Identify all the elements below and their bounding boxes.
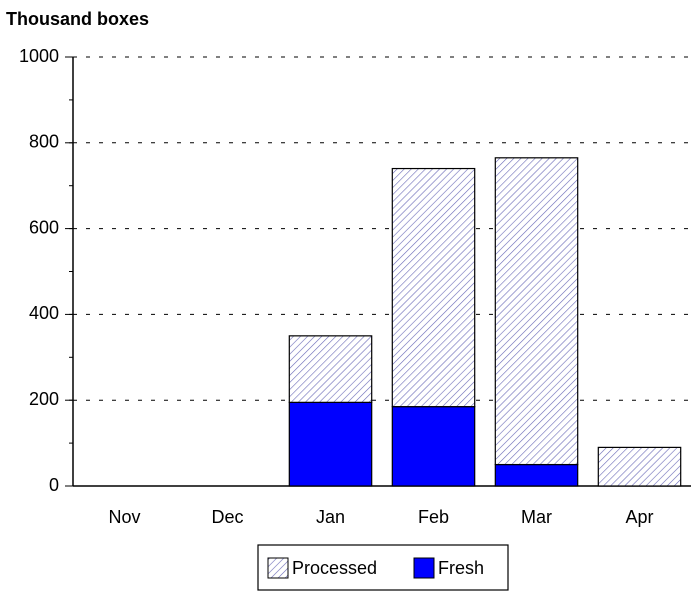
x-tick-label: Apr [625, 507, 653, 527]
legend-swatch [413, 557, 435, 579]
bar-segment [391, 406, 476, 487]
bar-segment [391, 167, 476, 408]
x-tick-label: Jan [316, 507, 345, 527]
legend-box [257, 544, 509, 591]
y-tick-label: 600 [29, 217, 59, 237]
x-tick-label: Dec [211, 507, 243, 527]
x-tick-label: Feb [418, 507, 449, 527]
y-tick-label: 1000 [19, 46, 59, 66]
y-tick-label: 800 [29, 132, 59, 152]
chart-title: Thousand boxes [6, 9, 149, 29]
y-tick-label: 200 [29, 389, 59, 409]
x-tick-label: Mar [521, 507, 552, 527]
bar-segment [494, 463, 579, 487]
x-tick-label: Nov [108, 507, 140, 527]
bar-segment [597, 446, 682, 487]
y-tick-label: 0 [49, 475, 59, 495]
bar-segment [288, 401, 373, 487]
bar-segment [288, 335, 373, 403]
bar-segment [494, 157, 579, 466]
legend-swatch [267, 557, 289, 579]
legend-label: Fresh [438, 558, 484, 578]
legend-label: Processed [292, 558, 377, 578]
y-tick-label: 400 [29, 303, 59, 323]
